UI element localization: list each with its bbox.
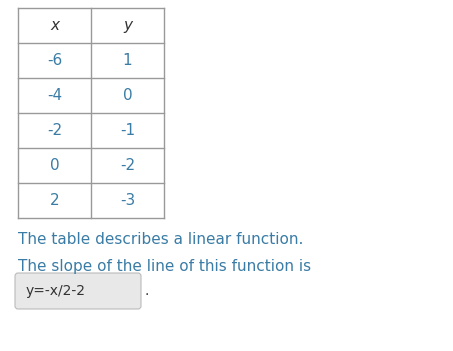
Text: The slope of the line of this function is: The slope of the line of this function i… (18, 258, 311, 273)
Text: -4: -4 (47, 88, 62, 103)
Text: y: y (123, 18, 132, 33)
Text: 2: 2 (50, 193, 59, 208)
Text: 0: 0 (123, 88, 132, 103)
Text: .: . (144, 284, 149, 298)
Text: 0: 0 (50, 158, 59, 173)
Text: x: x (50, 18, 59, 33)
Text: -1: -1 (120, 123, 135, 138)
Text: -2: -2 (47, 123, 62, 138)
Text: The table describes a linear function.: The table describes a linear function. (18, 232, 304, 247)
Text: -3: -3 (120, 193, 135, 208)
Text: -2: -2 (120, 158, 135, 173)
Text: 1: 1 (123, 53, 132, 68)
Text: y=-x/2-2: y=-x/2-2 (26, 284, 86, 298)
FancyBboxPatch shape (15, 273, 141, 309)
Text: -6: -6 (47, 53, 62, 68)
